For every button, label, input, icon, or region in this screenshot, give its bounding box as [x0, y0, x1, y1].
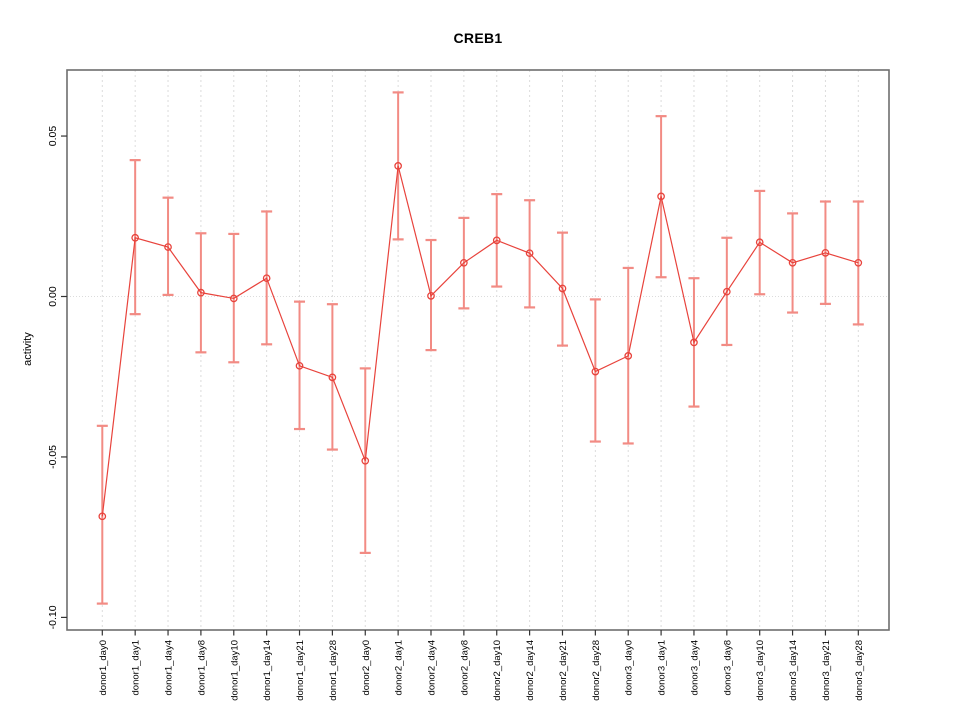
data-point-marker	[624, 352, 633, 360]
data-point-marker	[164, 243, 172, 251]
x-tick-label: donor3_day21	[821, 640, 832, 701]
data-point-marker	[690, 338, 698, 347]
x-tick-label: donor2_day21	[558, 640, 569, 701]
x-tick-label: donor2_day8	[459, 640, 470, 695]
chart-title: CREB1	[453, 30, 503, 46]
x-tick-label: donor3_day4	[689, 640, 700, 695]
y-tick-label: -0.05	[47, 445, 59, 469]
y-tick-label: 0.00	[47, 286, 59, 307]
data-point-marker	[722, 287, 731, 296]
data-point-marker	[558, 284, 567, 293]
x-tick-label: donor2_day28	[591, 640, 602, 701]
data-point-marker	[394, 162, 402, 170]
data-point-marker	[460, 258, 468, 267]
x-tick-label: donor3_day8	[722, 640, 733, 695]
data-point-marker	[657, 192, 665, 201]
data-point-marker	[854, 258, 863, 267]
x-tick-label: donor1_day14	[262, 640, 273, 701]
data-point-marker	[361, 456, 370, 465]
x-tick-label: donor3_day0	[624, 640, 635, 695]
data-point-marker	[591, 367, 600, 376]
plot-frame	[66, 69, 890, 631]
data-line	[101, 165, 859, 517]
data-point-marker	[98, 512, 107, 521]
x-tick-label: donor1_day1	[131, 640, 142, 695]
data-point-marker	[755, 238, 764, 247]
data-point-marker	[131, 233, 140, 242]
data-point-marker	[262, 274, 271, 283]
x-tick-label: donor2_day4	[427, 640, 438, 695]
data-point-marker	[197, 288, 205, 297]
x-tick-label: donor3_day28	[854, 640, 865, 701]
data-point-marker	[295, 361, 304, 370]
x-tick-label: donor1_day0	[98, 640, 109, 695]
x-tick-label: donor1_day8	[196, 640, 207, 695]
data-point-marker	[492, 236, 501, 245]
x-tick-label: donor1_day28	[328, 640, 339, 701]
data-point-marker	[821, 249, 830, 257]
data-point-marker	[229, 294, 238, 303]
x-tick-label: donor1_day4	[164, 640, 175, 695]
x-tick-label: donor2_day10	[492, 640, 503, 701]
data-point-marker	[788, 258, 797, 267]
x-tick-label: donor3_day1	[657, 640, 668, 695]
data-point-marker	[525, 249, 534, 258]
data-point-marker	[328, 373, 337, 382]
x-tick-label: donor3_day10	[755, 640, 766, 701]
x-tick-label: donor2_day1	[394, 640, 405, 695]
y-tick-label: 0.05	[47, 126, 59, 147]
x-tick-label: donor1_day21	[295, 640, 306, 701]
x-tick-label: donor2_day14	[525, 640, 536, 701]
x-tick-label: donor2_day0	[361, 640, 372, 695]
y-tick-label: -0.10	[47, 605, 59, 629]
data-point-marker	[427, 292, 435, 300]
x-tick-label: donor1_day10	[229, 640, 240, 701]
x-tick-label: donor3_day14	[788, 640, 799, 701]
